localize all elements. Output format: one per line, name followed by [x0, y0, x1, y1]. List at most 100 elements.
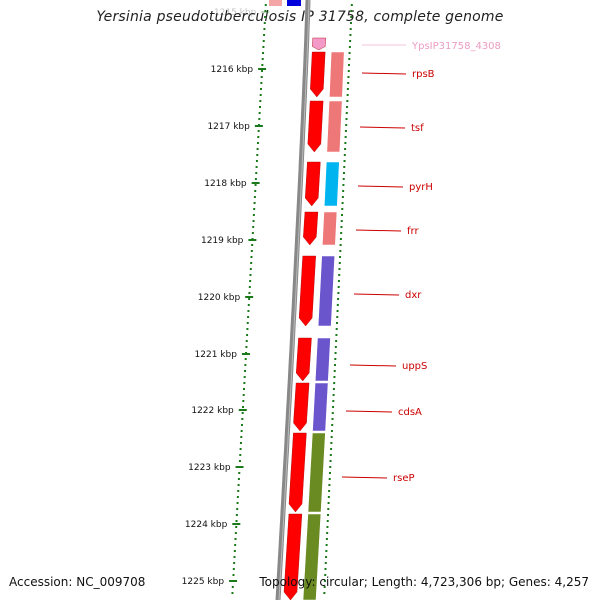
guide-dot [234, 544, 237, 546]
gene-category-block [312, 382, 329, 432]
guide-dot [231, 592, 234, 594]
partial-gene-block [269, 0, 282, 6]
guide-dot [253, 202, 256, 204]
gene-leader-line [359, 126, 406, 129]
guide-dot [331, 418, 334, 420]
guide-dot [255, 172, 258, 174]
guide-dot [234, 532, 237, 534]
guide-dot [337, 280, 340, 282]
guide-dot [239, 442, 242, 444]
guide-dot [348, 52, 351, 54]
guide-dot [347, 76, 350, 78]
guide-dot [333, 382, 336, 384]
guide-dot [344, 148, 347, 150]
guide-dot [345, 118, 348, 120]
guide-dot [332, 394, 335, 396]
guide-dot [236, 502, 239, 504]
guide-dot [334, 352, 337, 354]
gene-label-cdsa: cdsA [398, 407, 422, 418]
gene-arrow [283, 513, 303, 600]
backbone-layer [275, 0, 311, 600]
guide-dot [240, 436, 243, 438]
gene-label-tsf: tsf [411, 123, 424, 134]
guide-dot [262, 52, 265, 54]
gene-category-block [328, 51, 345, 98]
guide-dot [325, 550, 328, 552]
guide-dot [349, 40, 352, 42]
guide-dot [346, 100, 349, 102]
guide-dot [325, 556, 328, 558]
guide-dot [246, 334, 249, 336]
guide-dot [323, 586, 326, 588]
guide-dot [238, 460, 241, 462]
guide-dot [250, 250, 253, 252]
gene-arrow [293, 382, 310, 432]
gene-labels-layer: YpsIP31758_4308 rpsB tsf pyrH frr dxr uppS cdsA… [341, 41, 501, 484]
guide-dot [334, 364, 337, 366]
guide-dot [337, 298, 340, 300]
guide-dot [242, 400, 245, 402]
guide-dot [332, 388, 335, 390]
guide-dot [258, 106, 261, 108]
gene-label-rsep: rseP [393, 473, 415, 484]
guide-dot [330, 436, 333, 438]
guide-dot [324, 568, 327, 570]
guide-dot [254, 190, 257, 192]
guide-dot [346, 88, 349, 90]
guide-dot [328, 484, 331, 486]
gene-arrow [305, 161, 321, 207]
scale-tick-label: 1222 kbp [191, 406, 234, 416]
guide-dot [341, 208, 344, 210]
guide-dot [243, 388, 246, 390]
guide-dot [251, 238, 254, 240]
gene-label-yps: YpsIP31758_4308 [411, 41, 501, 52]
guide-dot [257, 124, 260, 126]
guide-dot [349, 22, 352, 24]
guide-dot [256, 142, 259, 144]
guide-dot [250, 262, 253, 264]
guide-dot [239, 448, 242, 450]
guide-dot [245, 346, 248, 348]
guide-dot [255, 160, 258, 162]
guide-dot [241, 412, 244, 414]
guide-dot [326, 526, 329, 528]
guide-dot [326, 520, 329, 522]
guide-dot [233, 556, 236, 558]
guide-dot [264, 16, 267, 18]
guide-dot [244, 358, 247, 360]
guide-dot [328, 472, 331, 474]
guide-dot [246, 322, 249, 324]
guide-dot [327, 496, 330, 498]
guide-dot [244, 364, 247, 366]
gene-category-block [317, 255, 336, 327]
guide-dot [263, 22, 266, 24]
genome-title: Yersinia pseudotuberculosis IP 31758, co… [96, 9, 504, 25]
guide-dot [236, 496, 239, 498]
guide-dot [328, 490, 331, 492]
guide-dot [328, 478, 331, 480]
guide-dot [342, 178, 345, 180]
guide-dot [329, 460, 332, 462]
guide-dot [232, 568, 235, 570]
guide-dot [332, 406, 335, 408]
guide-dot [347, 70, 350, 72]
guide-dot [238, 466, 241, 468]
guide-dot [238, 472, 241, 474]
guide-dot [348, 64, 351, 66]
guide-dot [232, 574, 235, 576]
scale-tick-label: 1223 kbp [188, 463, 231, 473]
guide-dot [333, 370, 336, 372]
guide-dot [341, 214, 344, 216]
guide-dot [345, 112, 348, 114]
guide-dot [260, 88, 263, 90]
guide-dot [329, 454, 332, 456]
guide-dot [248, 292, 251, 294]
scale-tick-label: 1216 kbp [211, 65, 254, 75]
guide-dot [331, 412, 334, 414]
guide-dot [335, 340, 338, 342]
guide-dot [235, 526, 238, 528]
guide-dot [335, 322, 338, 324]
genome-summary-text: Topology: circular; Length: 4,723,306 bp… [259, 575, 589, 589]
genes-layer [269, 0, 345, 600]
guide-dot [343, 154, 346, 156]
